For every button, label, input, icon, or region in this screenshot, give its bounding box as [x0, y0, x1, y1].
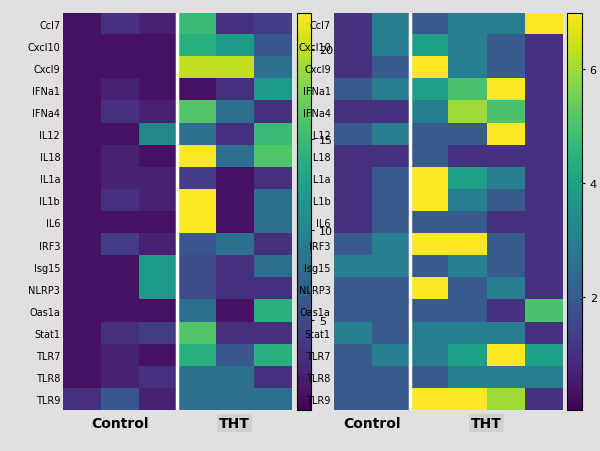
- Y-axis label: Relative Gene Expression (ΔΔCt): Relative Gene Expression (ΔΔCt): [339, 133, 349, 291]
